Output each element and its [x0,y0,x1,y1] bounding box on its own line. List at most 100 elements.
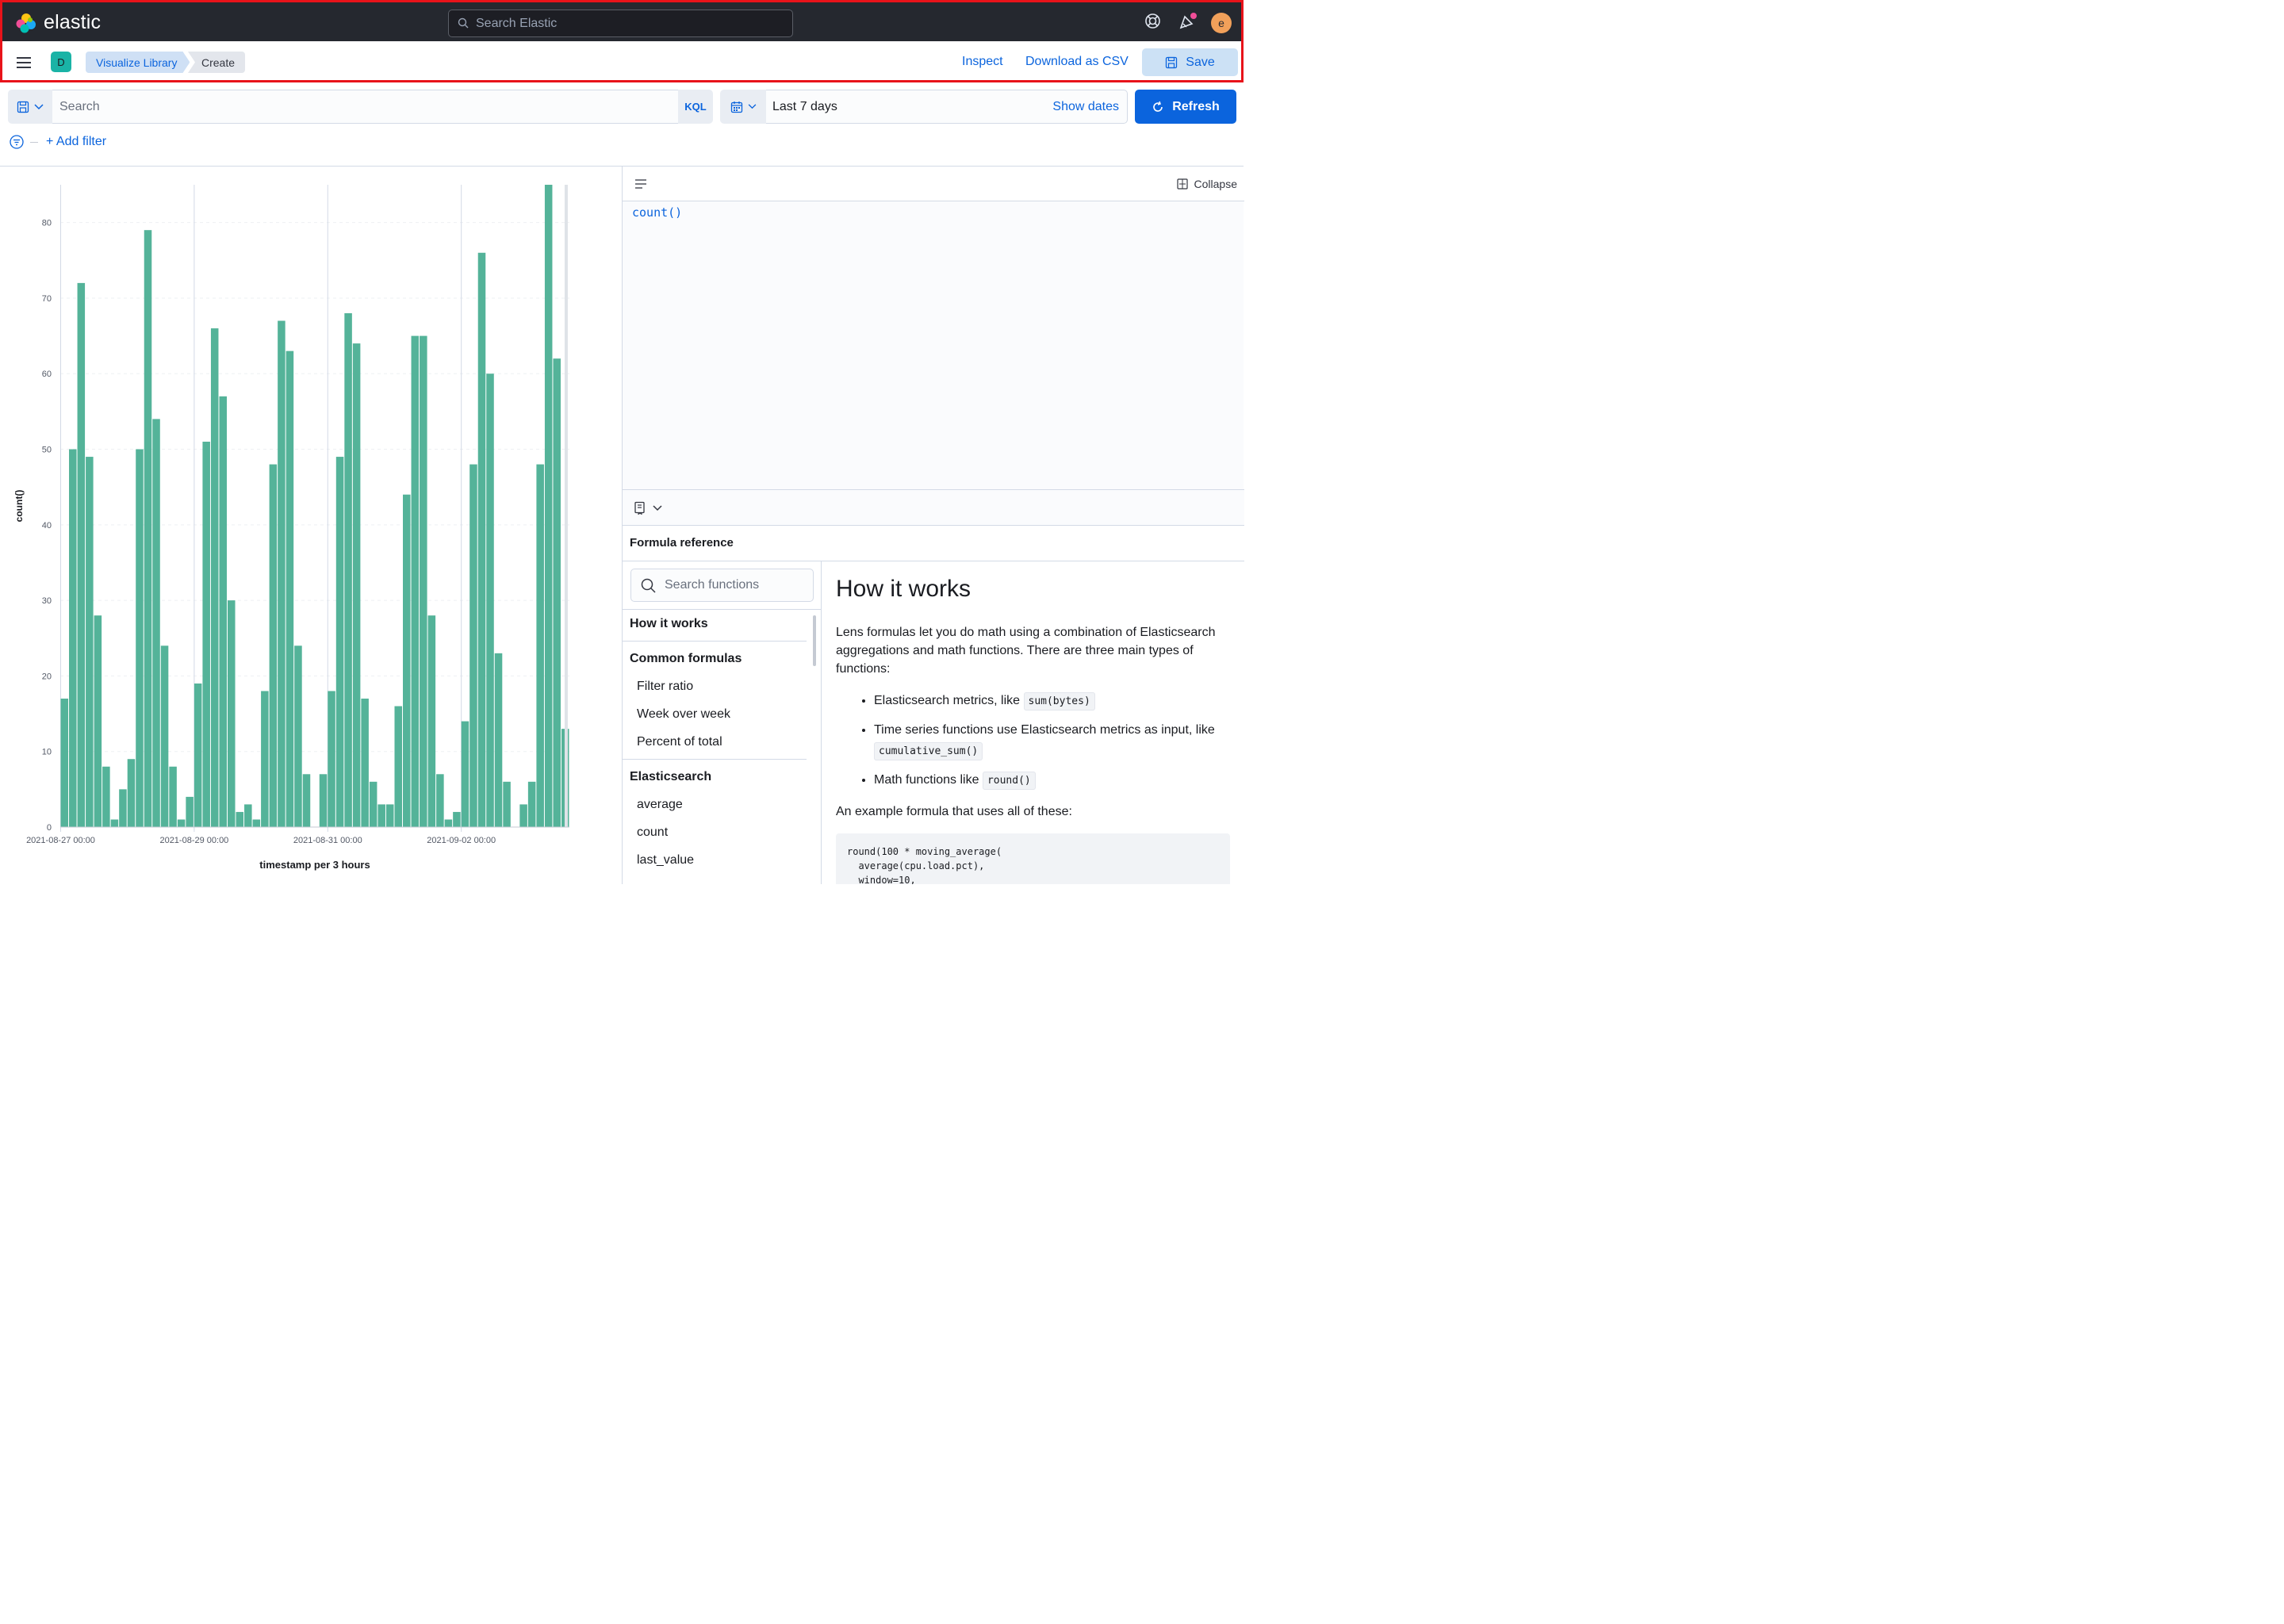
bar[interactable] [302,774,311,827]
nav-item-count[interactable]: count [637,825,669,839]
nav-item-filter-ratio[interactable]: Filter ratio [637,679,694,693]
bar[interactable] [136,449,144,827]
saved-query-button[interactable] [8,90,52,124]
bar[interactable] [494,653,503,827]
bar[interactable] [503,781,511,827]
bar[interactable] [436,774,444,827]
bar[interactable] [144,230,152,827]
newsfeed-icon[interactable] [1178,13,1198,30]
word-wrap-icon[interactable] [635,179,648,189]
bar[interactable] [177,819,186,827]
bar[interactable] [553,358,561,827]
show-dates-link[interactable]: Show dates [1052,99,1119,113]
bar[interactable] [60,699,69,827]
bar[interactable] [519,804,527,827]
add-filter-link[interactable]: + Add filter [46,135,107,148]
bar[interactable] [236,811,244,827]
bar[interactable] [127,759,136,827]
download-csv-link[interactable]: Download as CSV [1025,55,1129,68]
bar[interactable] [427,615,436,827]
bar[interactable] [286,350,294,827]
bar[interactable] [486,373,494,827]
bar[interactable] [194,683,202,827]
bar[interactable] [227,600,236,827]
nav-section-elasticsearch[interactable]: Elasticsearch [630,769,712,783]
global-search-input[interactable]: Search Elastic [448,10,793,37]
bar[interactable] [335,457,344,827]
space-badge[interactable]: D [51,52,71,72]
kql-toggle[interactable]: KQL [678,90,713,124]
bar[interactable] [94,615,102,827]
date-range-picker[interactable]: Last 7 days Show dates [766,90,1128,124]
menu-icon[interactable] [17,56,33,69]
bar[interactable] [294,645,302,827]
bar[interactable] [411,335,420,827]
bar[interactable] [261,691,269,827]
bar[interactable] [377,804,385,827]
bar[interactable] [544,185,553,827]
filter-divider [30,141,38,143]
bar[interactable] [352,343,361,827]
help-icon[interactable] [1144,13,1161,29]
app-header: D Visualize Library Create Inspect Downl… [0,41,1244,82]
bar[interactable] [394,706,403,827]
bar[interactable] [77,282,86,828]
bar[interactable] [278,320,286,827]
save-button[interactable]: Save [1142,48,1238,76]
function-search-input[interactable]: Search functions [630,569,814,602]
elastic-logo[interactable]: elastic [15,11,101,34]
bar[interactable] [536,464,544,827]
bar[interactable] [186,796,194,827]
breadcrumb-create: Create [188,52,246,73]
bar[interactable] [403,494,411,827]
bar[interactable] [361,699,369,827]
bar[interactable] [319,774,328,827]
bar[interactable] [252,819,261,827]
bar[interactable] [210,328,219,827]
documentation-icon [634,501,645,515]
nav-section-how-it-works[interactable]: How it works [630,616,708,630]
bar[interactable] [328,691,335,827]
bar[interactable] [86,457,94,827]
nav-item-last_value[interactable]: last_value [637,852,695,867]
bar-chart[interactable]: 0 10 20 30 40 50 60 70 80 2021-08-27 00:00 2021-08… [0,167,622,884]
nav-section-common-formulas[interactable]: Common formulas [630,651,742,665]
save-label: Save [1186,55,1215,69]
bar[interactable] [219,396,227,828]
nav-item-week-over-week[interactable]: Week over week [637,707,730,721]
bar[interactable] [444,819,453,827]
breadcrumb-visualize-library[interactable]: Visualize Library [86,52,190,73]
bar[interactable] [527,781,536,827]
bar[interactable] [420,335,427,827]
bar[interactable] [369,781,377,827]
bar[interactable] [477,252,486,827]
bar[interactable] [385,804,394,827]
inspect-link[interactable]: Inspect [962,55,1003,68]
chevron-down-icon [748,104,756,109]
user-avatar[interactable]: e [1211,13,1232,33]
bar[interactable] [344,313,352,827]
bar[interactable] [269,464,278,827]
reference-toggle-button[interactable] [634,501,662,515]
bar[interactable] [160,645,169,827]
bar[interactable] [152,419,160,827]
bar[interactable] [102,766,110,827]
filter-menu-icon[interactable] [10,135,25,149]
date-quick-menu-button[interactable] [720,90,766,124]
query-search-input[interactable]: Search [52,90,678,124]
bar[interactable] [169,766,177,827]
refresh-button[interactable]: Refresh [1135,90,1236,124]
bar[interactable] [202,442,210,827]
bar[interactable] [453,811,461,827]
nav-item-average[interactable]: average [637,797,683,811]
bar[interactable] [119,789,127,827]
sidebar-scrollbar[interactable] [813,615,816,666]
bar[interactable] [244,804,252,827]
collapse-button[interactable]: Collapse [1176,178,1237,190]
nav-item-percent-of-total[interactable]: Percent of total [637,734,722,749]
formula-code[interactable]: count() [632,205,683,220]
bar[interactable] [69,449,77,827]
bar[interactable] [110,819,119,827]
bar[interactable] [469,464,477,827]
bar[interactable] [461,721,469,827]
